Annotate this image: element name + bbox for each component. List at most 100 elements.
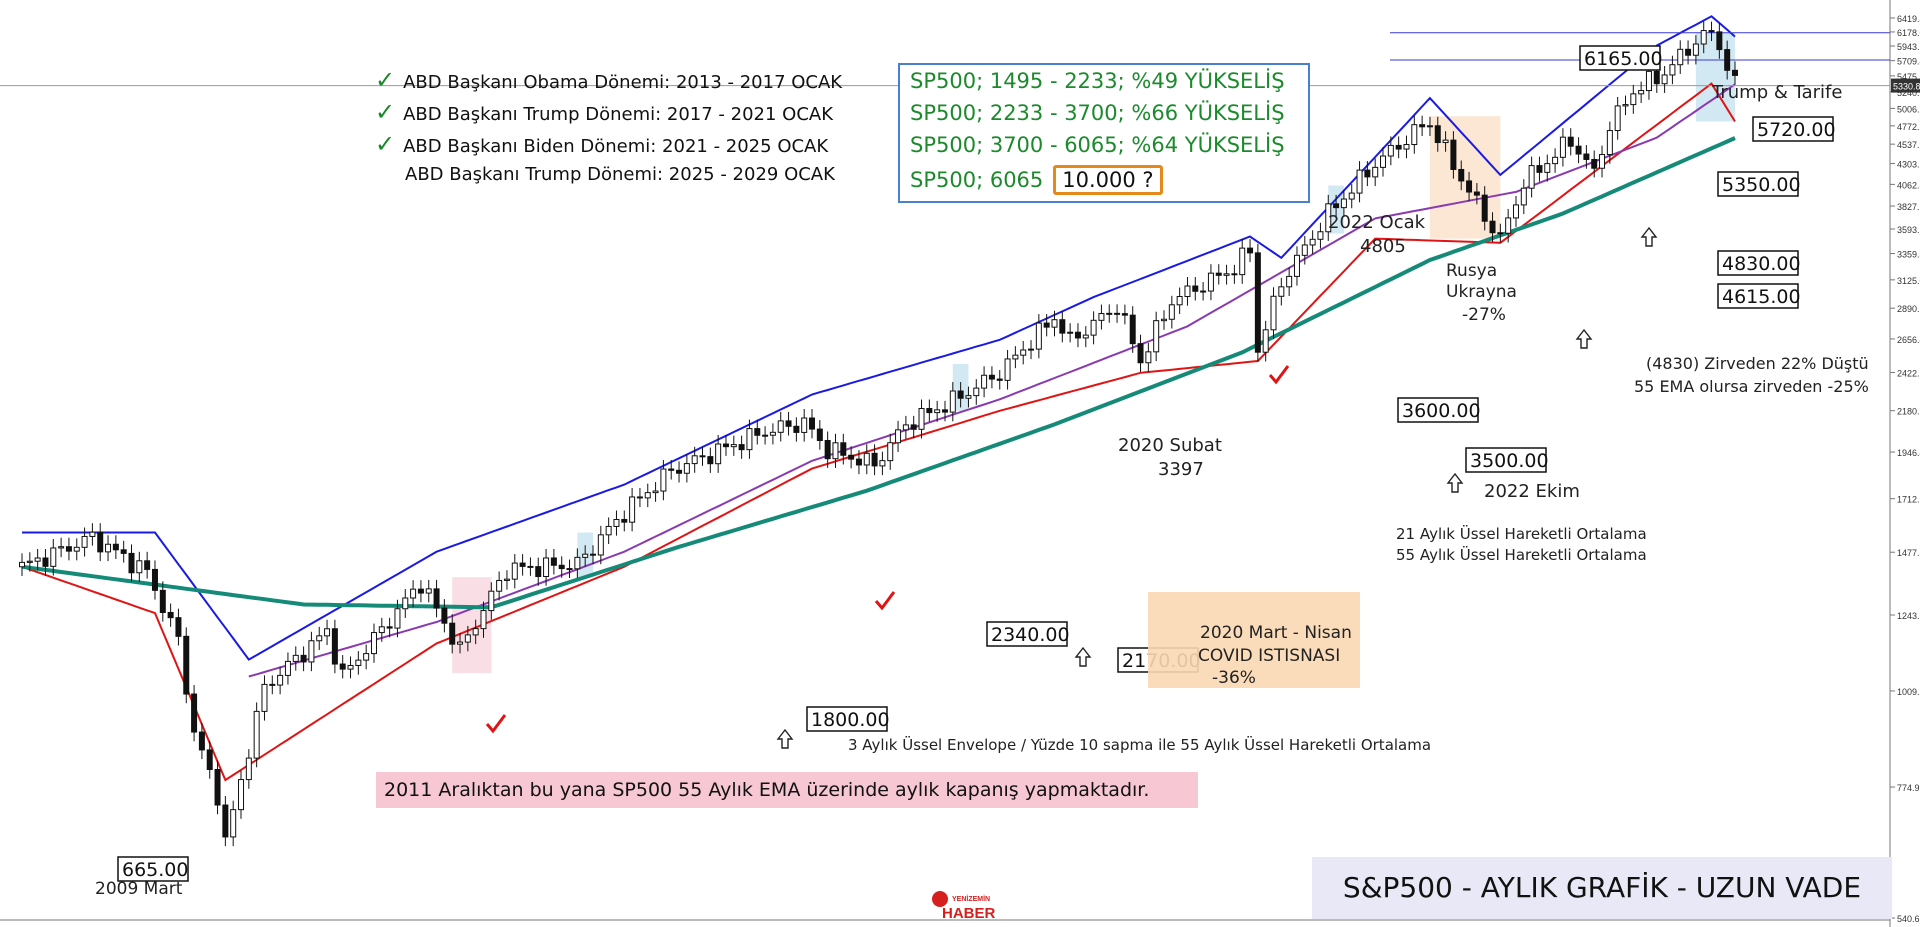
candle-down bbox=[1466, 180, 1473, 193]
candle-down bbox=[1724, 49, 1731, 71]
performance-box: SP500; 1495 - 2233; %49 YÜKSELİŞ SP500; … bbox=[898, 63, 1310, 203]
president-label: ABD Başkanı Obama Dönemi: 2013 - 2017 OC… bbox=[403, 72, 843, 93]
y-tick-label: 2422.1 bbox=[1897, 369, 1920, 379]
candle-up bbox=[1223, 273, 1230, 276]
candle-down bbox=[1458, 168, 1465, 182]
price-box-4830: 4830.00 bbox=[1722, 253, 1801, 275]
chart-title: S&P500 - AYLIK GRAFİK - UZUN VADE bbox=[1312, 857, 1892, 919]
candle-up bbox=[370, 632, 377, 655]
price-box-3600: 3600.00 bbox=[1402, 400, 1481, 422]
candle-down bbox=[1732, 69, 1738, 76]
candle-up bbox=[58, 546, 65, 549]
candle-up bbox=[1372, 166, 1379, 178]
price-box-4615: 4615.00 bbox=[1722, 286, 1801, 308]
arrow-up-icon bbox=[1575, 328, 1593, 349]
candle-down bbox=[1137, 343, 1144, 364]
candle-up bbox=[801, 417, 808, 433]
y-tick-label: 540.6 bbox=[1897, 914, 1920, 924]
candle-up bbox=[1309, 238, 1316, 246]
label-rusya: Rusya bbox=[1446, 261, 1497, 281]
candle-down bbox=[910, 424, 917, 430]
candle-up bbox=[1262, 329, 1269, 353]
candle-up bbox=[1035, 322, 1042, 350]
candle-up bbox=[1278, 286, 1285, 297]
covid-box bbox=[1148, 592, 1360, 688]
candle-up bbox=[480, 610, 487, 630]
candle-down bbox=[206, 749, 213, 770]
price-box-4615-frame bbox=[1717, 283, 1799, 309]
perf-obama: SP500; 1495 - 2233; %49 YÜKSELİŞ bbox=[910, 69, 1285, 93]
upper-envelope-line bbox=[22, 15, 1736, 661]
candle-up bbox=[363, 653, 370, 661]
candle-up bbox=[488, 590, 495, 612]
candle-up bbox=[1184, 285, 1191, 298]
label-3397: 3397 bbox=[1158, 459, 1204, 480]
candle-up bbox=[19, 561, 25, 568]
candle-up bbox=[1286, 275, 1293, 288]
perf-biden: SP500; 3700 - 6065; %64 YÜKSELİŞ bbox=[910, 133, 1285, 157]
candle-down bbox=[300, 654, 307, 663]
lower-envelope-line bbox=[21, 82, 1736, 782]
legend-ema55: 55 Aylık Üssel Hareketli Ortalama bbox=[1396, 545, 1647, 564]
candle-up bbox=[105, 543, 112, 553]
candle-down bbox=[1254, 252, 1261, 353]
candle-up bbox=[1020, 349, 1027, 356]
highlight-zones bbox=[452, 32, 1735, 674]
last-price-tag: 5330.8 bbox=[1893, 82, 1920, 92]
candle-down bbox=[1419, 124, 1426, 128]
y-tick-label: 1477.8 bbox=[1897, 548, 1920, 558]
legend-ema21: 21 Aylık Üssel Hareketli Ortalama bbox=[1396, 524, 1647, 543]
candle-down bbox=[722, 443, 729, 448]
red-check-icon bbox=[485, 714, 507, 734]
candle-up bbox=[1622, 104, 1629, 107]
candle-up bbox=[1442, 139, 1449, 144]
candle-down bbox=[1473, 191, 1480, 196]
y-tick-label: 4537.9 bbox=[1897, 140, 1920, 150]
candle-up bbox=[1090, 319, 1097, 336]
label-trump-tarife: Trump & Tarife bbox=[1711, 82, 1842, 103]
candle-up bbox=[965, 395, 972, 399]
candle-up bbox=[1403, 144, 1410, 150]
candle-up bbox=[746, 428, 753, 451]
candle-up bbox=[1559, 136, 1566, 158]
candle-down bbox=[941, 409, 948, 413]
candle-up bbox=[1348, 192, 1355, 200]
label-2009-mart: 2009 Mart bbox=[95, 879, 183, 899]
candle-up bbox=[1411, 124, 1418, 146]
candle-down bbox=[1653, 70, 1660, 85]
candle-up bbox=[1426, 125, 1433, 128]
president-row-biden: ✓ ABD Başkanı Biden Dönemi: 2021 - 2025 O… bbox=[375, 130, 828, 158]
candle-down bbox=[824, 439, 831, 460]
check-icon: ✓ bbox=[375, 130, 396, 158]
candle-down bbox=[191, 693, 198, 733]
candle-down bbox=[128, 552, 135, 574]
candle-up bbox=[1692, 43, 1699, 56]
target-box: 10.000 ? bbox=[1053, 165, 1163, 195]
candle-up bbox=[1168, 304, 1175, 320]
candle-up bbox=[629, 496, 636, 523]
candle-up bbox=[1293, 254, 1300, 277]
candle-down bbox=[1247, 247, 1254, 254]
candle-down bbox=[676, 469, 683, 474]
candle-up bbox=[582, 553, 589, 558]
candle-up bbox=[1098, 313, 1105, 321]
candle-down bbox=[331, 628, 338, 665]
label-2022-ocak: 2022 Ocak bbox=[1328, 212, 1426, 233]
candle-up bbox=[136, 560, 143, 574]
candle-up bbox=[1505, 217, 1512, 234]
candle-up bbox=[394, 608, 401, 629]
candle-up bbox=[762, 434, 769, 437]
candle-down bbox=[855, 458, 862, 466]
candle-up bbox=[1207, 272, 1214, 292]
check-icon: ✓ bbox=[375, 98, 396, 126]
president-row-trump-1: ✓ ABD Başkanı Trump Dönemi: 2017 - 2021 O… bbox=[375, 98, 833, 126]
candle-up bbox=[1630, 93, 1637, 106]
candle-up bbox=[652, 490, 659, 494]
candle-down bbox=[449, 622, 456, 645]
check-icon: ✓ bbox=[375, 66, 396, 94]
candle-up bbox=[503, 578, 510, 581]
candle-up bbox=[981, 374, 988, 389]
y-tick-label: 2180.7 bbox=[1897, 407, 1920, 417]
